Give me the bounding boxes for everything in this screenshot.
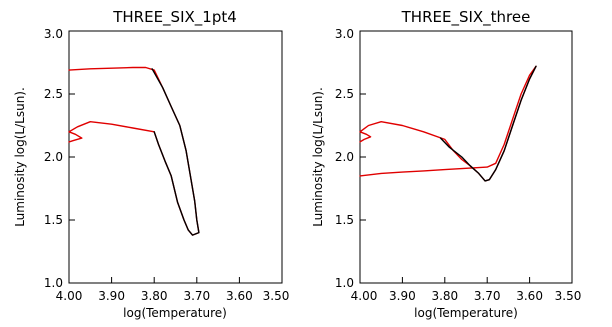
y-tick-label-1-3: 2.5 — [44, 87, 63, 101]
y-tick-label-1-4: 3.0 — [44, 27, 63, 41]
chart-panel-1: THREE_SIX_1pt4 4.00 3.90 3.80 3.70 3.60 … — [13, 8, 289, 320]
y-tick-label-1-2: 2.0 — [44, 150, 63, 164]
x-tick-label-2-3: 3.70 — [474, 289, 501, 303]
y-tick-labels-2: 1.0 1.5 2.0 2.5 3.0 — [335, 27, 354, 290]
x-tick-marks-2 — [359, 277, 573, 283]
y-axis-label-2: Luminosity log(L/Lsun). — [311, 87, 325, 227]
plot-frame-2 — [359, 30, 573, 284]
x-tick-label-1-5: 3.50 — [263, 289, 290, 303]
y-axis-label-1: Luminosity log(L/Lsun). — [13, 87, 27, 227]
x-tick-label-1-1: 3.90 — [98, 289, 125, 303]
x-axis-label-2: log(Temperature) — [414, 306, 518, 320]
chart-panel-2: THREE_SIX_three 4.00 3.90 3.80 3.70 3.60… — [311, 8, 581, 320]
x-tick-label-2-0: 4.00 — [351, 289, 378, 303]
y-tick-labels-1: 1.0 1.5 2.0 2.5 3.0 — [44, 27, 63, 290]
series-line-2-0 — [359, 65, 537, 182]
x-tick-labels-2: 4.00 3.90 3.80 3.70 3.60 3.50 — [351, 289, 582, 303]
series-line-1-1 — [151, 68, 200, 236]
y-tick-label-2-0: 1.0 — [335, 276, 354, 290]
x-tick-label-2-2: 3.80 — [431, 289, 458, 303]
y-tick-marks-1 — [69, 30, 75, 284]
x-tick-marks-1 — [68, 277, 283, 283]
y-tick-marks-2 — [360, 30, 366, 284]
y-tick-label-2-1: 1.5 — [335, 213, 354, 227]
x-axis-label-1: log(Temperature) — [123, 306, 227, 320]
x-tick-label-2-1: 3.90 — [389, 289, 416, 303]
x-tick-label-1-4: 3.60 — [226, 289, 253, 303]
y-tick-label-1-0: 1.0 — [44, 276, 63, 290]
y-tick-label-1-1: 1.5 — [44, 213, 63, 227]
chart-title-1: THREE_SIX_1pt4 — [112, 8, 237, 27]
y-tick-label-2-2: 2.0 — [335, 150, 354, 164]
series-line-2-1 — [439, 65, 537, 182]
y-tick-label-2-3: 2.5 — [335, 87, 354, 101]
x-tick-label-1-0: 4.00 — [56, 289, 83, 303]
x-tick-labels-1: 4.00 3.90 3.80 3.70 3.60 3.50 — [56, 289, 290, 303]
chart-title-2: THREE_SIX_three — [401, 8, 531, 27]
x-tick-label-1-2: 3.80 — [141, 289, 168, 303]
x-tick-label-1-3: 3.70 — [183, 289, 210, 303]
x-tick-label-2-5: 3.50 — [555, 289, 582, 303]
y-tick-label-2-4: 3.0 — [335, 27, 354, 41]
series-line-1-0 — [68, 66, 200, 236]
x-tick-label-2-4: 3.60 — [516, 289, 543, 303]
